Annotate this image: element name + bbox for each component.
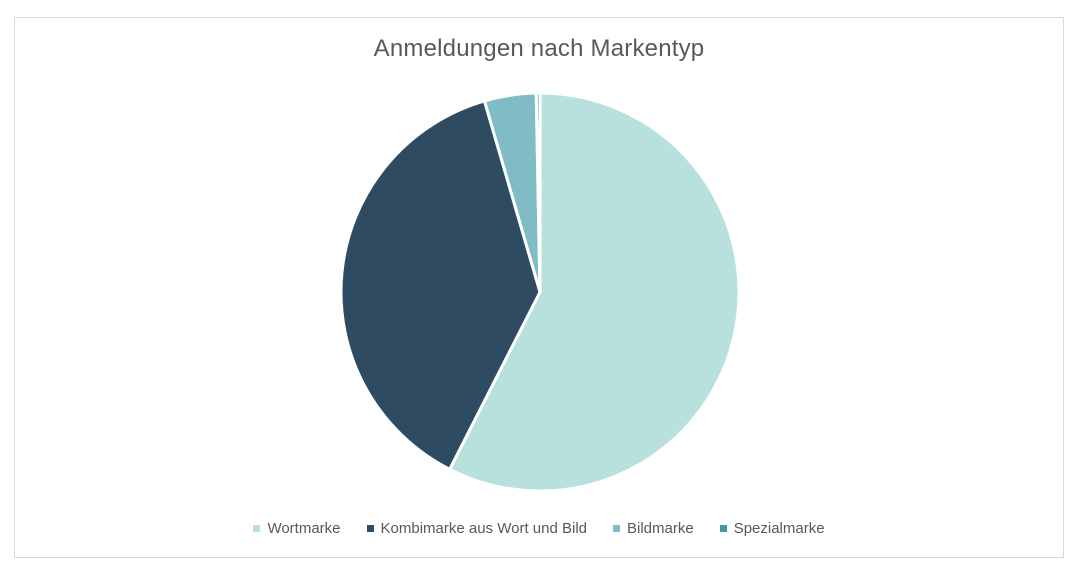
- legend-label: Kombimarke aus Wort und Bild: [381, 520, 587, 537]
- legend-swatch: [367, 525, 374, 532]
- legend-swatch: [253, 525, 260, 532]
- legend-item: Spezialmarke: [720, 520, 825, 537]
- legend-swatch: [720, 525, 727, 532]
- legend-label: Spezialmarke: [734, 520, 825, 537]
- legend-label: Bildmarke: [627, 520, 694, 537]
- legend-label: Wortmarke: [267, 520, 340, 537]
- pie-chart: [15, 18, 1065, 559]
- legend-swatch: [613, 525, 620, 532]
- chart-area: Anmeldungen nach Markentyp WortmarkeKomb…: [14, 17, 1064, 558]
- legend-item: Kombimarke aus Wort und Bild: [367, 520, 587, 537]
- chart-legend: Wortmarke Kombimarke aus Wort und Bild Bil…: [15, 520, 1063, 537]
- legend-item: Wortmarke: [253, 520, 340, 537]
- legend-item: Bildmarke: [613, 520, 694, 537]
